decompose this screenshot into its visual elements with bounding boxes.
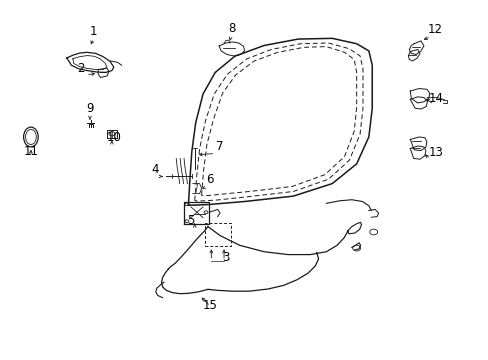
Text: 9: 9 bbox=[86, 103, 94, 116]
Text: 6: 6 bbox=[205, 174, 213, 186]
Text: 8: 8 bbox=[228, 22, 236, 36]
Text: 11: 11 bbox=[23, 145, 39, 158]
Text: 4: 4 bbox=[151, 163, 158, 176]
Text: 5: 5 bbox=[187, 214, 194, 227]
Text: 2: 2 bbox=[77, 62, 85, 75]
Text: 12: 12 bbox=[427, 23, 442, 36]
Text: 13: 13 bbox=[427, 146, 442, 159]
Text: 1: 1 bbox=[89, 24, 97, 38]
Text: 15: 15 bbox=[203, 298, 217, 312]
Text: 3: 3 bbox=[222, 251, 229, 264]
Text: 7: 7 bbox=[216, 140, 224, 153]
Text: 14: 14 bbox=[428, 92, 443, 105]
Text: 10: 10 bbox=[106, 131, 121, 144]
